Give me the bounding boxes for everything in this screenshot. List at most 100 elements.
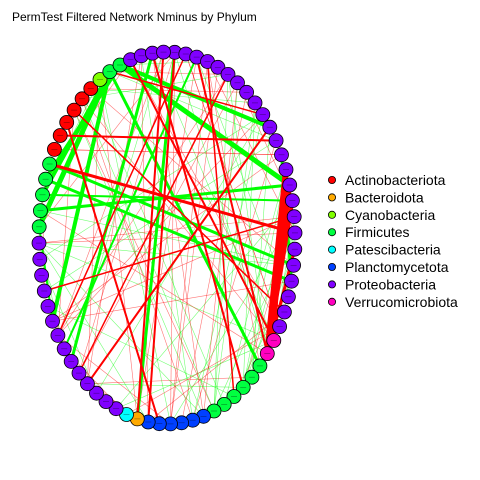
legend-label-2: Cyanobacteria bbox=[345, 207, 435, 223]
edge-thin-89 bbox=[109, 71, 277, 141]
node-21 bbox=[280, 289, 296, 305]
node-24 bbox=[266, 333, 282, 348]
node-12 bbox=[274, 147, 289, 163]
node-43 bbox=[80, 376, 95, 392]
node-52 bbox=[32, 251, 48, 267]
legend-label-5: Planctomycetota bbox=[345, 259, 449, 275]
node-10 bbox=[262, 119, 278, 135]
node-54 bbox=[31, 219, 47, 235]
node-20 bbox=[284, 273, 299, 289]
edge-thin-35 bbox=[44, 140, 277, 292]
edge-negative-26 bbox=[65, 121, 161, 425]
edge-positive-0 bbox=[117, 62, 293, 188]
node-51 bbox=[34, 267, 49, 283]
edge-positive-13 bbox=[63, 56, 198, 350]
edge-thin-93 bbox=[115, 340, 274, 409]
edge-thin-4 bbox=[57, 74, 229, 336]
node-17 bbox=[287, 225, 303, 241]
node-4 bbox=[210, 59, 226, 75]
edge-thin-83 bbox=[170, 216, 295, 425]
node-7 bbox=[239, 84, 255, 100]
edge-negative-34 bbox=[109, 70, 264, 116]
node-71 bbox=[156, 44, 171, 60]
node-44 bbox=[71, 365, 87, 381]
legend-swatch-2 bbox=[327, 210, 336, 219]
node-49 bbox=[40, 298, 56, 314]
edge-thin-41 bbox=[170, 67, 219, 424]
node-55 bbox=[33, 203, 48, 219]
edge-negative-20 bbox=[272, 168, 288, 342]
edge-positive-7 bbox=[48, 162, 296, 267]
legend-swatch-1 bbox=[327, 193, 336, 202]
edge-thin-108 bbox=[170, 52, 175, 424]
edge-negative-35 bbox=[73, 109, 286, 313]
node-59 bbox=[47, 141, 62, 157]
node-61 bbox=[59, 115, 75, 130]
edge-thin-16 bbox=[87, 383, 244, 388]
chart-title: PermTest Filtered Network Nminus by Phyl… bbox=[12, 10, 257, 24]
node-40 bbox=[108, 401, 124, 417]
node-46 bbox=[56, 341, 72, 357]
edge-positive-9 bbox=[69, 51, 154, 363]
edge-thin-30 bbox=[174, 52, 268, 354]
node-41 bbox=[98, 394, 114, 410]
edge-thin-34 bbox=[90, 88, 294, 266]
node-27 bbox=[244, 369, 260, 385]
edge-negative-33 bbox=[43, 215, 295, 292]
edge-thin-77 bbox=[38, 242, 204, 417]
node-19 bbox=[286, 257, 302, 273]
node-13 bbox=[278, 162, 294, 178]
node-26 bbox=[252, 358, 268, 374]
edge-thin-18 bbox=[203, 82, 238, 417]
node-29 bbox=[226, 389, 242, 404]
edge-thin-19 bbox=[47, 306, 235, 397]
node-45 bbox=[63, 353, 79, 369]
edge-negative-31 bbox=[57, 53, 187, 337]
legend-label-4: Patescibacteria bbox=[345, 242, 441, 258]
node-56 bbox=[35, 187, 50, 203]
node-5 bbox=[220, 67, 236, 82]
edge-negative-27 bbox=[86, 126, 271, 385]
legend-label-6: Proteobacteria bbox=[345, 276, 436, 292]
node-42 bbox=[89, 385, 104, 401]
node-50 bbox=[36, 283, 52, 299]
edge-thin-69 bbox=[242, 169, 287, 388]
legend-swatch-5 bbox=[327, 262, 336, 271]
edge-thin-13 bbox=[40, 210, 268, 354]
edge-negative-24 bbox=[195, 56, 269, 355]
edge-negative-30 bbox=[147, 51, 176, 423]
node-8 bbox=[247, 95, 263, 111]
edge-thin-15 bbox=[81, 98, 193, 421]
edge-thin-17 bbox=[57, 114, 264, 336]
edge-positive-4 bbox=[40, 69, 112, 197]
legend-swatch-6 bbox=[327, 280, 336, 289]
node-48 bbox=[45, 313, 60, 329]
node-11 bbox=[268, 133, 284, 149]
edge-negative-23 bbox=[129, 58, 275, 342]
edge-negative-21 bbox=[48, 162, 297, 235]
node-60 bbox=[52, 128, 68, 143]
edge-thin-23 bbox=[38, 232, 296, 244]
legend-swatch-0 bbox=[327, 175, 336, 184]
edge-thin-107 bbox=[57, 335, 171, 425]
edge-thin-99 bbox=[73, 109, 215, 412]
node-58 bbox=[42, 156, 57, 172]
node-62 bbox=[66, 102, 82, 118]
edge-thin-36 bbox=[57, 110, 75, 336]
node-22 bbox=[276, 304, 292, 320]
legend-swatch-7 bbox=[327, 297, 336, 306]
edge-negative-29 bbox=[151, 52, 245, 389]
node-64 bbox=[83, 81, 99, 96]
node-16 bbox=[286, 209, 302, 225]
edge-thin-87 bbox=[39, 259, 97, 394]
node-23 bbox=[272, 319, 288, 335]
edge-negative-36 bbox=[206, 60, 235, 398]
legend-label-3: Firmicutes bbox=[345, 224, 410, 240]
edge-thin-5 bbox=[52, 216, 295, 322]
legend-label-1: Bacteroidota bbox=[345, 189, 424, 205]
node-9 bbox=[255, 107, 271, 122]
edge-thin-92 bbox=[87, 55, 142, 384]
node-57 bbox=[38, 171, 53, 187]
